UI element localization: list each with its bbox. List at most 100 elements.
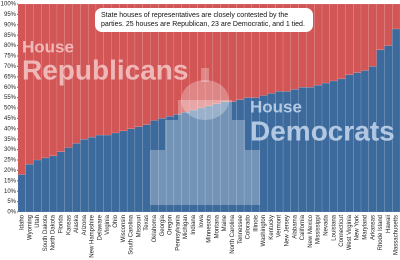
x-tick-label: Illinois [253, 215, 259, 232]
y-tick-label: 0% [7, 210, 16, 216]
y-tick-label: 45% [4, 116, 17, 122]
y-tick-label: 85% [4, 33, 17, 39]
bar-segment [25, 163, 34, 213]
bar-segment [119, 130, 128, 213]
x-tick-label: Iowa [199, 214, 205, 227]
bar-segment [204, 3, 214, 107]
y-tick-label: 15% [4, 178, 17, 184]
y-tick-label: 95% [4, 12, 17, 18]
x-tick-label: Missouri [136, 215, 142, 237]
bar-segment [17, 174, 26, 213]
x-tick-label: California [300, 214, 306, 240]
bar-segment [103, 134, 112, 213]
republicans-label: Republicans [22, 54, 188, 85]
y-tick-label: 20% [4, 168, 17, 174]
y-tick-label: 60% [4, 85, 17, 91]
x-tick-label: Oregon [168, 215, 174, 235]
bar-segment [321, 3, 331, 84]
x-tick-label: Ohio [113, 214, 119, 227]
x-tick-label: Maine [222, 214, 228, 231]
bar-segment [314, 84, 323, 213]
bar-segment [314, 3, 323, 86]
democrats-label: Democrats [250, 115, 395, 146]
bar-segment [329, 3, 338, 82]
x-tick-label: Wisconsin [121, 215, 127, 242]
x-tick-label: Nevada [324, 214, 330, 235]
bar-segment [48, 155, 58, 213]
x-tick-label: Minnesota [207, 214, 213, 242]
x-tick-label: Kentucky [269, 215, 275, 240]
bar-segment [345, 3, 354, 75]
x-tick-label: West Virginia [347, 214, 353, 250]
bar-segment [64, 147, 73, 213]
x-tick-label: Mississippi [316, 215, 322, 244]
bar-segment [384, 3, 393, 46]
x-tick-label: Vermont [277, 215, 283, 238]
bar-segment [376, 3, 385, 50]
x-tick-label: South Dakota [43, 214, 49, 251]
bar-segment [321, 82, 331, 213]
bar-segment [337, 3, 346, 80]
y-tick-label: 25% [4, 158, 17, 164]
bars [17, 3, 400, 213]
x-tick-label: North Dakota [51, 214, 57, 250]
bar-segment [72, 143, 81, 213]
bar-segment [87, 136, 97, 213]
x-tick-label: Louisiana [331, 214, 337, 240]
x-tick-label: New Hampshire [90, 214, 96, 257]
y-tick-label: 100% [1, 2, 17, 8]
x-tick-label: Connecticut [339, 215, 345, 247]
bar-segment [228, 3, 237, 102]
x-tick-label: Hawaii [386, 215, 392, 233]
y-tick-label: 75% [4, 54, 17, 60]
x-tick-label: Massachusetts [394, 215, 400, 255]
x-tick-label: New Mexico [308, 214, 314, 247]
y-tick-label: 70% [4, 64, 17, 70]
house-label: House [250, 97, 302, 116]
x-tick-label: Alaska [74, 214, 80, 233]
bar-segment [134, 126, 143, 213]
bar-segment [150, 3, 159, 121]
x-tick-label: Rhode Island [378, 215, 384, 250]
x-tick-label: Arizona [82, 214, 88, 235]
y-tick-label: 80% [4, 43, 17, 49]
y-tick-label: 5% [7, 199, 16, 205]
x-tick-label: South Carolina [129, 214, 135, 254]
x-tick-label: Washington [261, 215, 267, 246]
x-tick-label: Kansas [66, 215, 72, 235]
x-tick-label: Delaware [97, 214, 103, 240]
bar-segment [142, 124, 151, 213]
x-tick-label: Wyoming [27, 215, 33, 240]
bar-segment [111, 132, 120, 213]
house-label: House [22, 37, 74, 56]
bar-segment [95, 134, 104, 213]
bar-segment [33, 159, 42, 213]
x-tick-label: New York [355, 214, 361, 240]
y-tick-label: 40% [4, 126, 17, 132]
y-tick-label: 10% [4, 189, 17, 195]
x-tick-label: Utah [35, 215, 41, 228]
x-tick-label: New Jersey [285, 215, 291, 246]
capitol-illustration [150, 68, 260, 205]
x-tick-label: North Carolina [230, 214, 236, 253]
bar-segment [17, 3, 26, 175]
x-tick-label: Maryland [362, 215, 368, 240]
bar-segment [181, 3, 190, 113]
bar-segment [41, 157, 50, 213]
bar-segment [353, 3, 362, 73]
bar-segment [80, 138, 89, 213]
x-tick-label: Michigan [183, 215, 189, 239]
bar-segment [306, 86, 315, 213]
y-tick-label: 35% [4, 137, 17, 143]
x-tick-label: Idaho [19, 214, 25, 230]
bar-segment [33, 3, 42, 161]
bar-segment [360, 3, 370, 71]
y-tick-label: 65% [4, 74, 17, 80]
x-tick-label: Arkansas [370, 215, 376, 240]
y-tick-label: 50% [4, 106, 17, 112]
bar-segment [368, 3, 377, 67]
x-tick-label: Indiana [191, 214, 197, 234]
x-tick-label: Florida [58, 214, 64, 233]
